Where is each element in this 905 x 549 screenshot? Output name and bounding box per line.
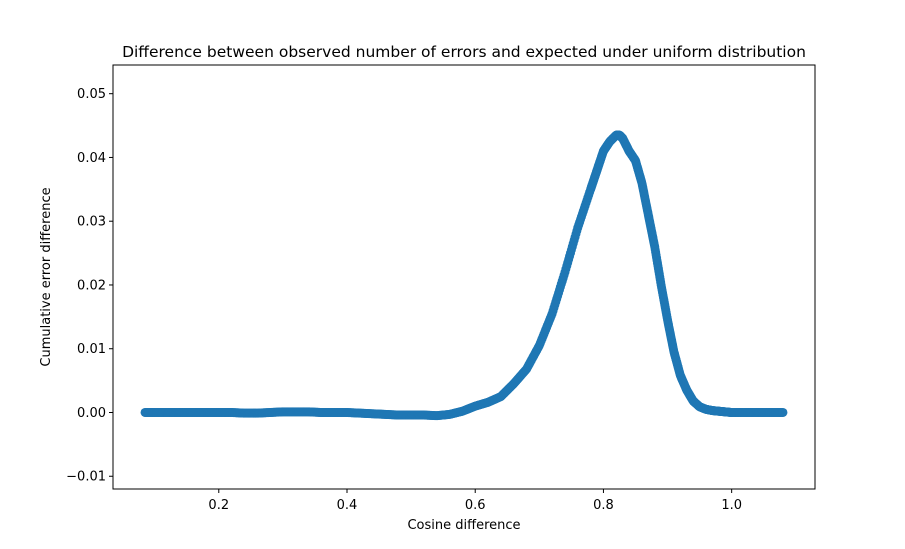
x-tick-label: 0.8 [593,498,614,513]
plot-frame [112,64,816,490]
y-tick-label: −0.01 [66,470,106,485]
y-tick-label: 0.01 [77,342,106,357]
chart-title: Difference between observed number of er… [122,43,806,61]
y-tick-label: 0.04 [77,151,106,166]
x-tick-label: 1.0 [721,498,742,513]
x-axis-ticks: 0.2 0.4 0.6 0.8 1.0 [208,489,742,513]
x-axis-label: Cosine difference [407,518,520,533]
y-tick-label: 0.00 [77,406,106,421]
data-points [140,130,788,421]
data-point [778,407,788,417]
y-axis-label: Cumulative error difference [39,187,54,366]
y-tick-label: 0.05 [77,87,106,102]
y-tick-label: 0.03 [77,215,106,230]
y-axis-ticks: −0.01 0.00 0.01 0.02 0.03 0.04 0.05 [66,87,113,485]
x-tick-label: 0.6 [465,498,486,513]
y-tick-label: 0.02 [77,278,106,293]
x-tick-label: 0.2 [208,498,229,513]
x-tick-label: 0.4 [337,498,358,513]
